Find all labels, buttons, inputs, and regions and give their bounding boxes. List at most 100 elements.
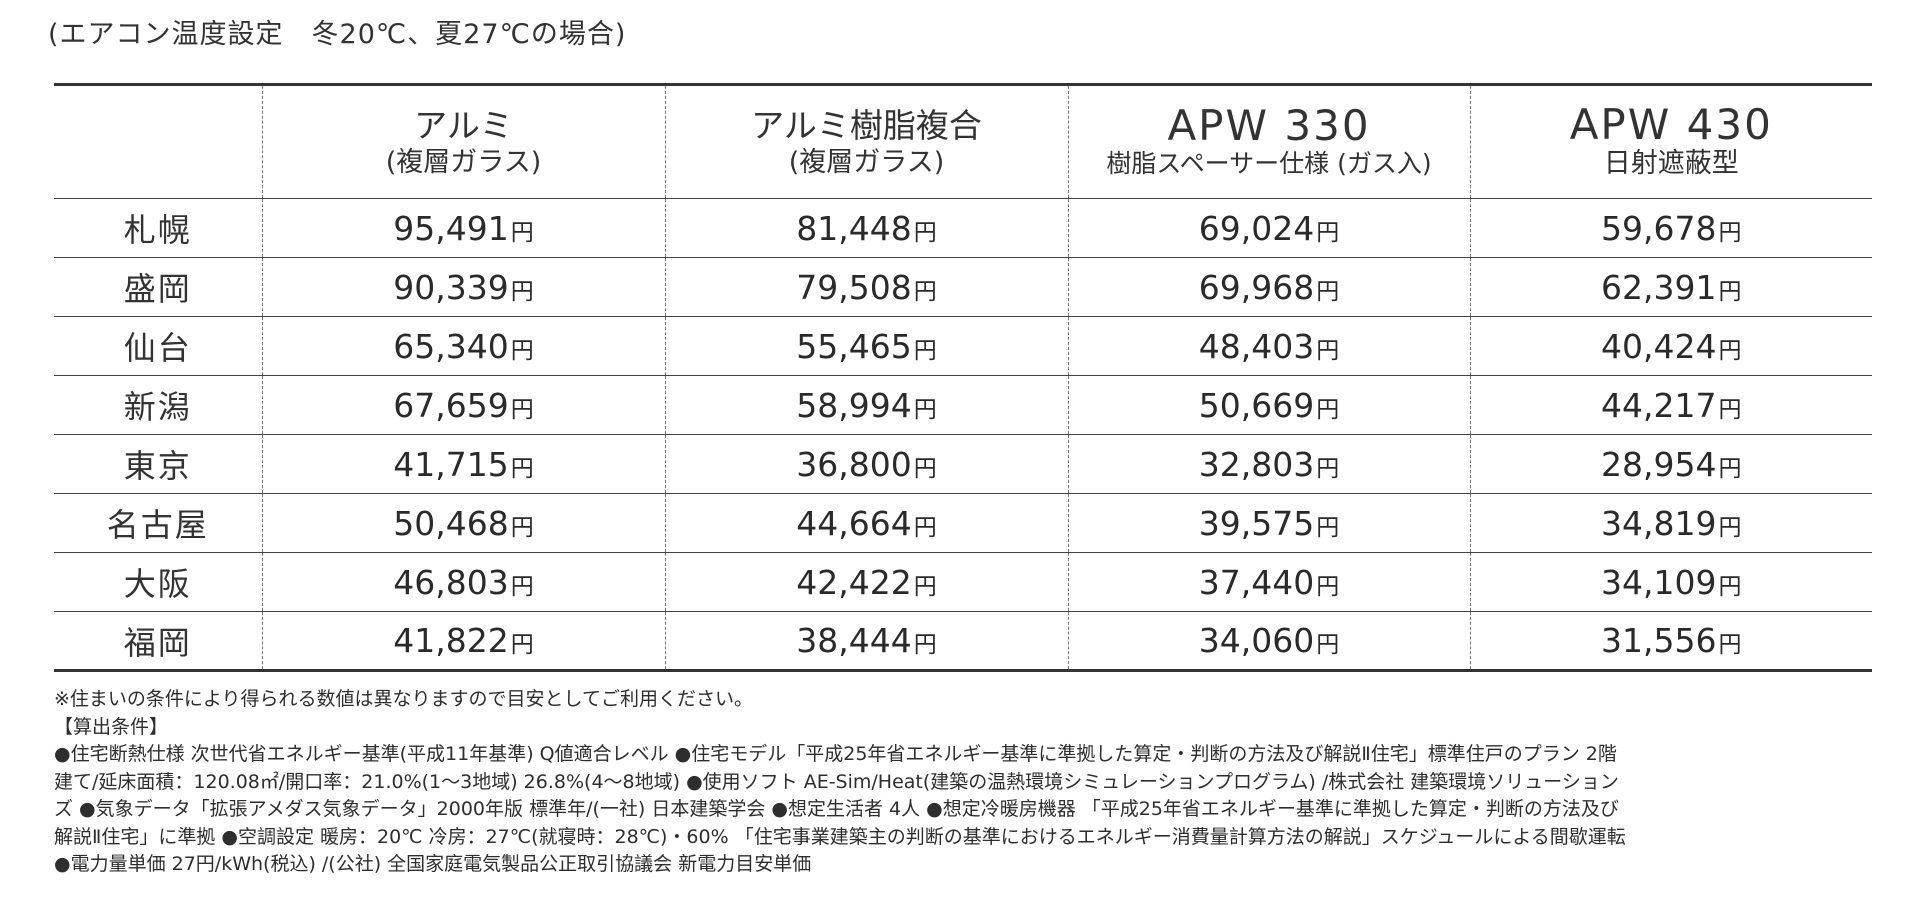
cost-cell: 79,508円 [664, 257, 1068, 317]
cost-value: 50,669 [1198, 385, 1315, 425]
cost-cell: 31,556円 [1469, 611, 1872, 671]
table-row: 大阪 46,803円 42,422円 37,440円 34,109円 [54, 552, 1872, 612]
cost-cell: 65,340円 [261, 316, 665, 376]
cost-cell: 34,109円 [1469, 552, 1872, 612]
cost-value: 46,803 [393, 562, 509, 602]
cost-cell: 69,968円 [1067, 257, 1470, 317]
apw430-logo: APW 430 [1569, 100, 1773, 150]
cost-cell: 41,822円 [261, 611, 665, 671]
cost-cell: 58,994円 [664, 375, 1068, 435]
table-row: 仙台 65,340円 55,465円 48,403円 40,424円 [54, 316, 1872, 376]
row-city: 福岡 [123, 623, 192, 662]
table-row: 新潟 67,659円 58,994円 50,669円 44,217円 [54, 375, 1872, 435]
cost-cell: 44,664円 [664, 493, 1068, 553]
table-row: 名古屋 50,468円 44,664円 39,575円 34,819円 [54, 493, 1872, 553]
cost-cell: 59,678円 [1469, 198, 1872, 258]
cost-cell: 50,669円 [1067, 375, 1470, 435]
header-aluminum-resin: アルミ樹脂複合 (複層ガラス) [664, 84, 1068, 199]
yen-unit: 円 [1316, 396, 1340, 423]
cost-cell: 90,339円 [261, 257, 665, 317]
yen-unit: 円 [1718, 278, 1742, 305]
yen-unit: 円 [913, 219, 937, 246]
header-apw430: APW 430 日射遮蔽型 [1469, 84, 1872, 199]
cost-cell: 95,491円 [261, 198, 665, 258]
cost-value: 48,403 [1198, 326, 1315, 366]
footnotes: ※住まいの条件により得られる数値は異なりますので目安としてご利用ください。 【算… [54, 686, 1884, 879]
row-city: 東京 [123, 447, 192, 485]
cost-cell: 48,403円 [1067, 316, 1470, 376]
cost-value: 34,819 [1601, 503, 1717, 543]
header-corner [54, 85, 262, 199]
cost-cell: 44,217円 [1469, 375, 1872, 435]
row-city: 札幌 [123, 211, 192, 249]
cost-value: 69,024 [1198, 208, 1315, 248]
row-city: 仙台 [123, 329, 192, 367]
cost-cell: 40,424円 [1469, 316, 1872, 376]
yen-unit: 円 [1718, 396, 1742, 423]
cost-cell: 81,448円 [664, 198, 1068, 258]
cost-cell: 42,422円 [664, 552, 1068, 612]
table-row: 福岡 41,822円 38,444円 34,060円 31,556円 [54, 611, 1872, 671]
table-row: 盛岡 90,339円 79,508円 69,968円 62,391円 [54, 257, 1872, 317]
cost-value: 55,465 [796, 326, 912, 366]
cost-value: 81,448 [796, 208, 912, 248]
cost-value: 95,491 [393, 208, 509, 248]
yen-unit: 円 [1316, 455, 1340, 482]
header-sub: 日射遮蔽型 [1603, 148, 1739, 180]
cost-value: 32,803 [1198, 444, 1315, 484]
header-sub: (複層ガラス) [385, 146, 542, 178]
yen-unit: 円 [1316, 219, 1340, 246]
cost-cell: 36,800円 [664, 434, 1068, 494]
yen-unit: 円 [1316, 337, 1340, 364]
note-conditions-heading: 【算出条件】 [54, 715, 169, 738]
cost-cell: 55,465円 [664, 316, 1068, 376]
cost-value: 59,678 [1601, 208, 1717, 248]
note-condition-line: ズ ●気象データ「拡張アメダス気象データ」2000年版 標準年/(一社) 日本建… [54, 798, 1619, 820]
row-city: 大阪 [123, 565, 192, 603]
cost-value: 36,800 [796, 444, 912, 484]
yen-unit: 円 [1316, 514, 1340, 541]
yen-unit: 円 [510, 455, 534, 482]
note-condition-line: 解説Ⅱ住宅」に準拠 ●空調設定 暖房：20℃ 冷房：27℃(就寝時：28℃)・6… [54, 825, 1626, 848]
row-city: 盛岡 [123, 270, 192, 308]
yen-unit: 円 [1316, 573, 1340, 600]
cost-value: 37,440 [1198, 562, 1315, 602]
yen-unit: 円 [510, 514, 534, 541]
yen-unit: 円 [510, 337, 534, 364]
yen-unit: 円 [913, 396, 937, 423]
header-sub: 樹脂スペーサー仕様 (ガス入) [1106, 149, 1432, 179]
cost-cell: 69,024円 [1067, 198, 1470, 258]
header-apw330: APW 330 樹脂スペーサー仕様 (ガス入) [1067, 84, 1470, 199]
cost-value: 67,659 [393, 385, 509, 425]
cost-cell: 34,060円 [1067, 611, 1470, 671]
cost-value: 44,664 [796, 503, 912, 543]
cost-cell: 34,819円 [1469, 493, 1872, 553]
cost-cell: 32,803円 [1067, 434, 1470, 494]
header-name: アルミ樹脂複合 [751, 105, 982, 145]
cost-value: 69,968 [1198, 267, 1315, 307]
cost-value: 38,444 [796, 621, 912, 660]
yen-unit: 円 [913, 573, 937, 600]
cost-cell: 67,659円 [261, 375, 665, 435]
yen-unit: 円 [510, 396, 534, 423]
yen-unit: 円 [913, 278, 937, 305]
yen-unit: 円 [1718, 219, 1742, 246]
cost-value: 58,994 [796, 385, 912, 425]
cost-value: 44,217 [1601, 385, 1717, 425]
note-condition-line: 建て/延床面積：120.08㎡/開口率：21.0%(1〜3地域) 26.8%(4… [54, 770, 1619, 793]
yen-unit: 円 [913, 337, 937, 364]
cost-value: 40,424 [1601, 326, 1717, 366]
note-condition-line: ●住宅断熱仕様 次世代省エネルギー基準(平成11年基準) Q値適合レベル ●住宅… [54, 743, 1617, 765]
cost-value: 34,109 [1601, 562, 1717, 602]
cost-cell: 50,468円 [261, 493, 665, 553]
table-row: 札幌 95,491円 81,448円 69,024円 59,678円 [54, 198, 1872, 258]
cost-value: 41,822 [393, 621, 509, 660]
table-row: 東京 41,715円 36,800円 32,803円 28,954円 [54, 434, 1872, 494]
yen-unit: 円 [1316, 278, 1340, 305]
cost-cell: 39,575円 [1067, 493, 1470, 553]
apw330-logo: APW 330 [1167, 101, 1371, 151]
header-sub: (複層ガラス) [788, 146, 945, 178]
header-aluminum: アルミ (複層ガラス) [261, 84, 665, 199]
note-disclaimer: ※住まいの条件により得られる数値は異なりますので目安としてご利用ください。 [54, 688, 753, 710]
yen-unit: 円 [1718, 337, 1742, 364]
